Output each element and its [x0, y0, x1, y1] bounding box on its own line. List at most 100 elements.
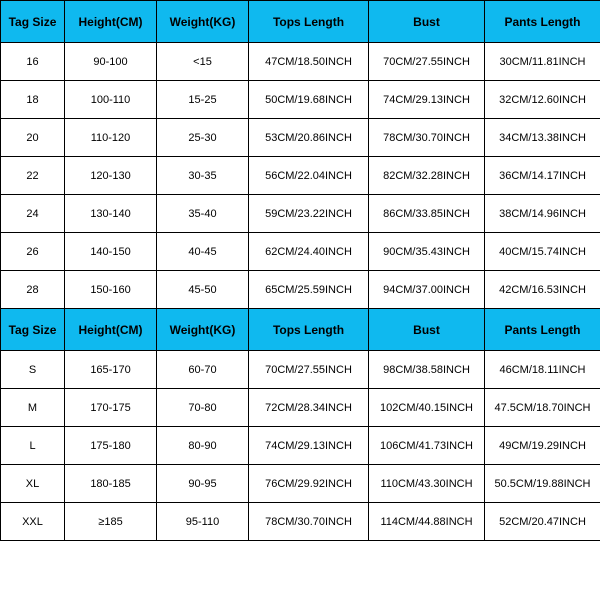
table-cell: <15 [157, 43, 249, 81]
table-cell: 50CM/19.68INCH [249, 81, 369, 119]
table-cell: L [1, 427, 65, 465]
table-row: S165-17060-7070CM/27.55INCH98CM/38.58INC… [1, 351, 600, 389]
table-cell: 42CM/16.53INCH [485, 271, 600, 309]
table-cell: 86CM/33.85INCH [369, 195, 485, 233]
table-cell: 15-25 [157, 81, 249, 119]
table-cell: 100-110 [65, 81, 157, 119]
table-cell: 26 [1, 233, 65, 271]
table-cell: 47CM/18.50INCH [249, 43, 369, 81]
table-cell: 114CM/44.88INCH [369, 503, 485, 541]
table-cell: 106CM/41.73INCH [369, 427, 485, 465]
table-cell: 16 [1, 43, 65, 81]
table-cell: 80-90 [157, 427, 249, 465]
header-cell: Bust [369, 1, 485, 43]
table-cell: 120-130 [65, 157, 157, 195]
table-cell: 90CM/35.43INCH [369, 233, 485, 271]
size-chart-body: Tag SizeHeight(CM)Weight(KG)Tops LengthB… [1, 1, 600, 541]
table-row: 22120-13030-3556CM/22.04INCH82CM/32.28IN… [1, 157, 600, 195]
table-cell: 76CM/29.92INCH [249, 465, 369, 503]
table-cell: 74CM/29.13INCH [369, 81, 485, 119]
table-cell: 65CM/25.59INCH [249, 271, 369, 309]
table-cell: 90-95 [157, 465, 249, 503]
table-row: 20110-12025-3053CM/20.86INCH78CM/30.70IN… [1, 119, 600, 157]
size-chart-table: Tag SizeHeight(CM)Weight(KG)Tops LengthB… [0, 0, 600, 541]
table-row: 24130-14035-4059CM/23.22INCH86CM/33.85IN… [1, 195, 600, 233]
table-cell: 98CM/38.58INCH [369, 351, 485, 389]
table-cell: 30-35 [157, 157, 249, 195]
header-cell: Weight(KG) [157, 1, 249, 43]
table-cell: 110CM/43.30INCH [369, 465, 485, 503]
table-row: XL180-18590-9576CM/29.92INCH110CM/43.30I… [1, 465, 600, 503]
table-cell: 34CM/13.38INCH [485, 119, 600, 157]
table-row: M170-17570-8072CM/28.34INCH102CM/40.15IN… [1, 389, 600, 427]
table-cell: 20 [1, 119, 65, 157]
table-cell: 78CM/30.70INCH [369, 119, 485, 157]
table-cell: 60-70 [157, 351, 249, 389]
table-cell: 38CM/14.96INCH [485, 195, 600, 233]
header-cell: Bust [369, 309, 485, 351]
table-row: 28150-16045-5065CM/25.59INCH94CM/37.00IN… [1, 271, 600, 309]
header-cell: Tag Size [1, 1, 65, 43]
table-cell: 56CM/22.04INCH [249, 157, 369, 195]
table-cell: 150-160 [65, 271, 157, 309]
table-cell: 180-185 [65, 465, 157, 503]
header-cell: Tag Size [1, 309, 65, 351]
table-cell: 102CM/40.15INCH [369, 389, 485, 427]
table-cell: 18 [1, 81, 65, 119]
header-row: Tag SizeHeight(CM)Weight(KG)Tops LengthB… [1, 309, 600, 351]
table-cell: 25-30 [157, 119, 249, 157]
table-cell: 53CM/20.86INCH [249, 119, 369, 157]
table-cell: 70CM/27.55INCH [369, 43, 485, 81]
table-cell: 30CM/11.81INCH [485, 43, 600, 81]
table-cell: 22 [1, 157, 65, 195]
table-row: 1690-100<1547CM/18.50INCH70CM/27.55INCH3… [1, 43, 600, 81]
table-cell: 175-180 [65, 427, 157, 465]
table-cell: 140-150 [65, 233, 157, 271]
table-cell: 24 [1, 195, 65, 233]
header-cell: Pants Length [485, 1, 600, 43]
header-cell: Tops Length [249, 1, 369, 43]
table-cell: 47.5CM/18.70INCH [485, 389, 600, 427]
header-cell: Pants Length [485, 309, 600, 351]
table-cell: 82CM/32.28INCH [369, 157, 485, 195]
table-row: L175-18080-9074CM/29.13INCH106CM/41.73IN… [1, 427, 600, 465]
table-row: 18100-11015-2550CM/19.68INCH74CM/29.13IN… [1, 81, 600, 119]
table-cell: ≥185 [65, 503, 157, 541]
table-cell: 130-140 [65, 195, 157, 233]
table-cell: S [1, 351, 65, 389]
table-cell: 36CM/14.17INCH [485, 157, 600, 195]
table-cell: 90-100 [65, 43, 157, 81]
table-cell: 94CM/37.00INCH [369, 271, 485, 309]
table-cell: 95-110 [157, 503, 249, 541]
table-cell: 32CM/12.60INCH [485, 81, 600, 119]
header-row: Tag SizeHeight(CM)Weight(KG)Tops LengthB… [1, 1, 600, 43]
table-cell: XXL [1, 503, 65, 541]
table-cell: 46CM/18.11INCH [485, 351, 600, 389]
table-cell: 40-45 [157, 233, 249, 271]
table-cell: 74CM/29.13INCH [249, 427, 369, 465]
header-cell: Height(CM) [65, 1, 157, 43]
table-cell: 40CM/15.74INCH [485, 233, 600, 271]
header-cell: Tops Length [249, 309, 369, 351]
table-cell: 28 [1, 271, 65, 309]
header-cell: Height(CM) [65, 309, 157, 351]
table-cell: M [1, 389, 65, 427]
table-cell: XL [1, 465, 65, 503]
table-cell: 165-170 [65, 351, 157, 389]
table-cell: 72CM/28.34INCH [249, 389, 369, 427]
table-cell: 50.5CM/19.88INCH [485, 465, 600, 503]
table-cell: 49CM/19.29INCH [485, 427, 600, 465]
table-cell: 52CM/20.47INCH [485, 503, 600, 541]
table-row: XXL≥18595-11078CM/30.70INCH114CM/44.88IN… [1, 503, 600, 541]
table-cell: 70CM/27.55INCH [249, 351, 369, 389]
table-cell: 59CM/23.22INCH [249, 195, 369, 233]
table-row: 26140-15040-4562CM/24.40INCH90CM/35.43IN… [1, 233, 600, 271]
table-cell: 70-80 [157, 389, 249, 427]
header-cell: Weight(KG) [157, 309, 249, 351]
table-cell: 170-175 [65, 389, 157, 427]
table-cell: 35-40 [157, 195, 249, 233]
table-cell: 62CM/24.40INCH [249, 233, 369, 271]
table-cell: 45-50 [157, 271, 249, 309]
table-cell: 78CM/30.70INCH [249, 503, 369, 541]
table-cell: 110-120 [65, 119, 157, 157]
